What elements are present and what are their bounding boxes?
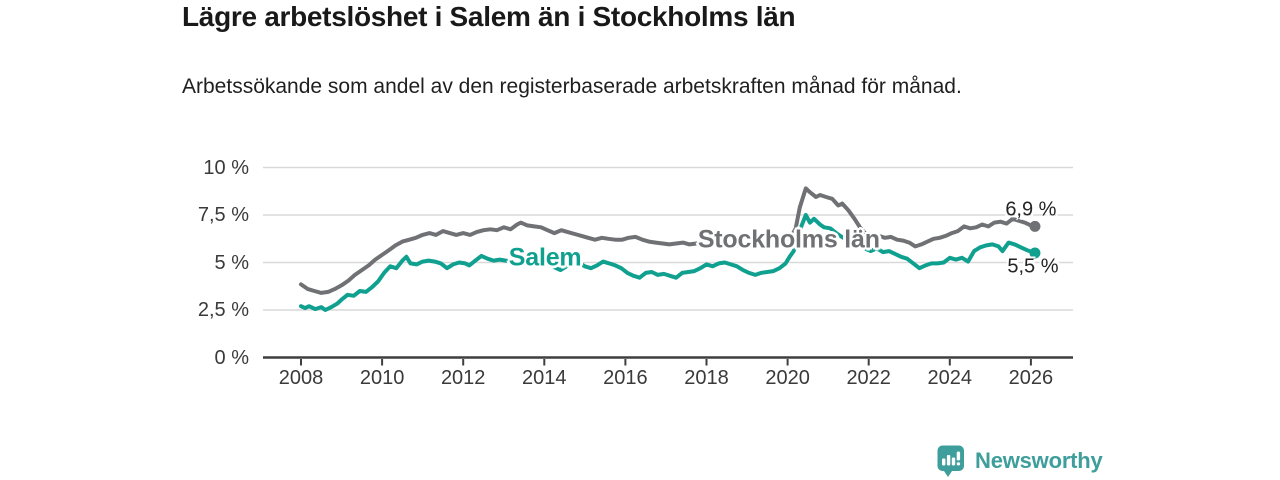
x-tick-label: 2016 (603, 367, 648, 389)
x-tick-label: 2024 (927, 367, 973, 389)
chart-title: Lägre arbetslöshet i Salem än i Stockhol… (182, 1, 796, 32)
chart-subtitle: Arbetssökande som andel av den registerb… (182, 75, 962, 98)
x-tick-label: 2014 (522, 367, 567, 389)
series-end-dot (1029, 220, 1041, 232)
x-tick-label: 2022 (846, 367, 891, 389)
x-tick-label: 2012 (440, 367, 486, 389)
x-tick-label: 2010 (359, 367, 405, 389)
series-line-stockholms-l-n (299, 186, 1037, 295)
x-tick-label: 2020 (765, 367, 810, 389)
series-end-value-label: 5,5 % (1007, 255, 1059, 278)
x-tick-label: 2008 (278, 367, 324, 389)
y-tick-label: 7,5 % (197, 204, 249, 226)
y-tick-label: 2,5 % (197, 299, 249, 321)
x-tick-label: 2018 (684, 367, 729, 389)
newsworthy-wordmark: Newsworthy (975, 448, 1103, 473)
newsworthy-logo[interactable]: Newsworthy (936, 444, 1103, 478)
series-line-salem (299, 213, 1037, 312)
series-end-dot (1029, 247, 1041, 259)
series-label-salem: Salem (508, 243, 582, 272)
y-tick-label: 0 % (214, 346, 249, 369)
y-tick-label: 10 % (203, 156, 249, 179)
x-tick-label: 2026 (1008, 367, 1054, 389)
y-tick-label: 5 % (214, 251, 249, 274)
series-end-value-label: 6,9 % (1005, 198, 1057, 221)
newsworthy-icon (937, 445, 964, 477)
series-label-stockholms-l-n: Stockholms län (697, 225, 880, 254)
